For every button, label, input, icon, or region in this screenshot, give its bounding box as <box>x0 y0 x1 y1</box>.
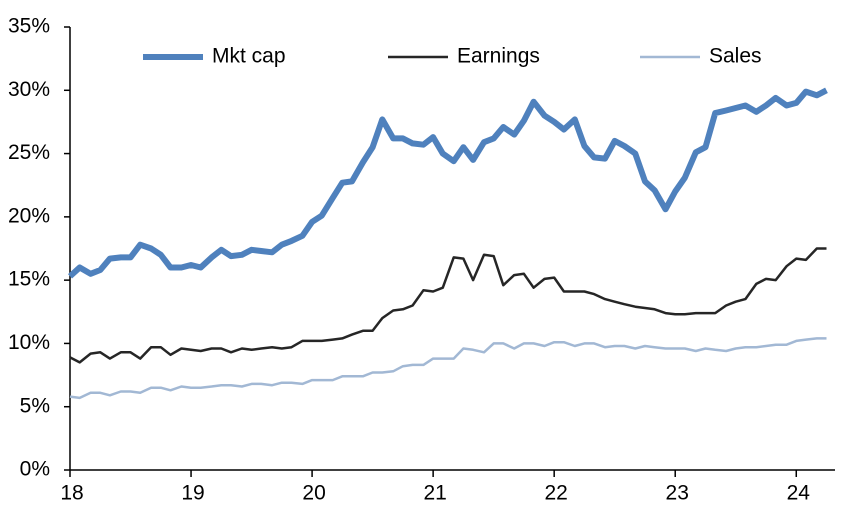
x-tick-label: 21 <box>423 482 446 505</box>
legend-label: Sales <box>709 45 762 68</box>
y-tick-label: 0% <box>20 458 50 481</box>
y-tick-label: 30% <box>8 78 50 101</box>
y-tick-label: 15% <box>8 268 50 291</box>
x-tick-label: 23 <box>666 482 689 505</box>
legend-label: Mkt cap <box>212 45 286 68</box>
y-tick-label: 25% <box>8 141 50 164</box>
y-tick-label: 20% <box>8 204 50 227</box>
x-tick-label: 22 <box>544 482 567 505</box>
series-line <box>69 247 827 364</box>
series-line <box>67 87 828 279</box>
y-tick-label: 10% <box>8 331 50 354</box>
x-tick-label: 19 <box>181 482 204 505</box>
y-tick-label: 5% <box>20 394 50 417</box>
x-tick-label: 18 <box>60 482 83 505</box>
series-line <box>69 337 827 400</box>
x-tick-label: 20 <box>302 482 325 505</box>
legend-label: Earnings <box>457 45 540 68</box>
x-tick-label: 24 <box>787 482 811 505</box>
y-tick-label: 35% <box>8 15 50 38</box>
